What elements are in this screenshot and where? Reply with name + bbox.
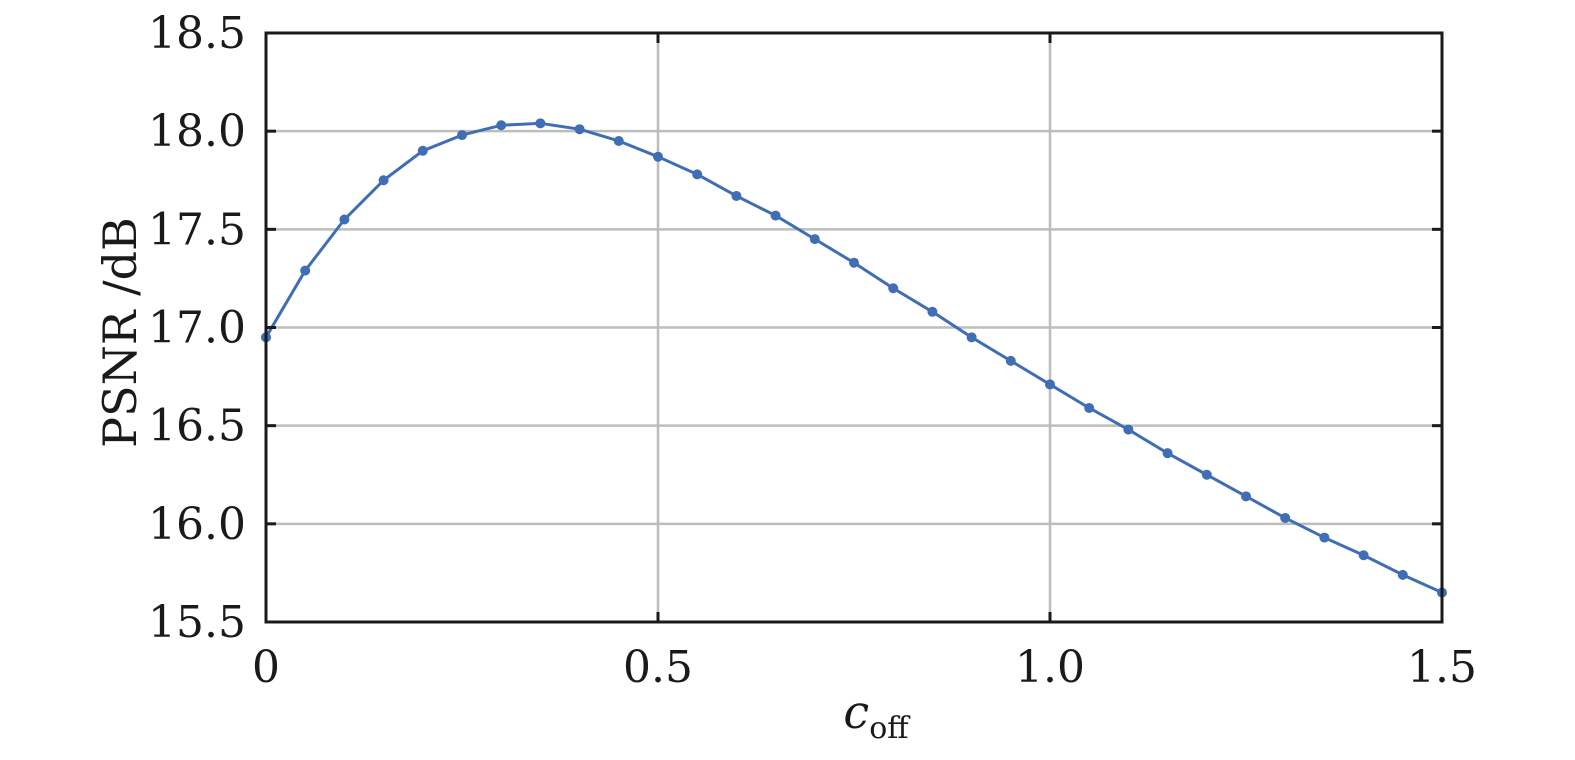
- data-point: [731, 190, 742, 201]
- data-point: [1397, 569, 1408, 580]
- data-point: [692, 169, 703, 180]
- data-point: [1045, 379, 1055, 390]
- data-point: [888, 283, 899, 294]
- x-tick-label: 1.0: [1015, 642, 1085, 693]
- x-tick-label: 0: [252, 642, 280, 693]
- data-point: [849, 257, 859, 268]
- x-tick-labels: 0 0.5 1.0 1.5: [252, 642, 1477, 693]
- data-point: [613, 135, 624, 146]
- data-point: [378, 175, 389, 186]
- data-point: [653, 151, 663, 162]
- data-point: [966, 332, 977, 343]
- x-tick-label: 1.5: [1407, 642, 1477, 693]
- x-axis-label-main: c: [843, 685, 869, 739]
- y-tick-label: 18.0: [148, 106, 246, 157]
- data-point: [339, 214, 350, 225]
- data-point: [300, 265, 311, 276]
- data-point: [574, 124, 585, 135]
- y-tick-label: 17.0: [148, 303, 246, 354]
- y-axis-label: PSNR /dB: [93, 217, 147, 448]
- data-point: [927, 306, 938, 317]
- y-tick-label: 16.5: [148, 401, 246, 452]
- y-tick-labels: 15.5 16.0 16.5 17.0 17.5 18.0 18.5: [148, 8, 246, 648]
- data-point: [457, 130, 467, 141]
- y-tick-label: 17.5: [148, 204, 246, 255]
- series-layer: [261, 118, 1447, 598]
- data-point: [1005, 355, 1016, 366]
- data-point: [417, 145, 428, 156]
- series-line: [264, 121, 1443, 594]
- y-tick-label: 15.5: [148, 597, 246, 648]
- data-point: [535, 118, 546, 129]
- x-axis-label: coff: [843, 685, 911, 746]
- y-tick-label: 18.5: [148, 8, 246, 59]
- x-axis-label-subscript: off: [869, 711, 911, 746]
- data-point: [1319, 532, 1330, 543]
- data-point: [1084, 402, 1095, 413]
- data-point: [809, 234, 820, 245]
- data-point: [496, 120, 507, 131]
- data-point: [1123, 424, 1134, 435]
- grid: [264, 31, 1444, 624]
- data-point: [1201, 469, 1212, 480]
- y-tick-label: 16.0: [148, 499, 246, 550]
- tick-marks: [264, 31, 1444, 624]
- x-tick-label: 0.5: [623, 642, 693, 693]
- data-point: [1358, 550, 1369, 561]
- data-point: [1162, 448, 1173, 459]
- data-point: [1241, 491, 1251, 502]
- data-point: [770, 210, 781, 221]
- data-point: [1280, 512, 1291, 523]
